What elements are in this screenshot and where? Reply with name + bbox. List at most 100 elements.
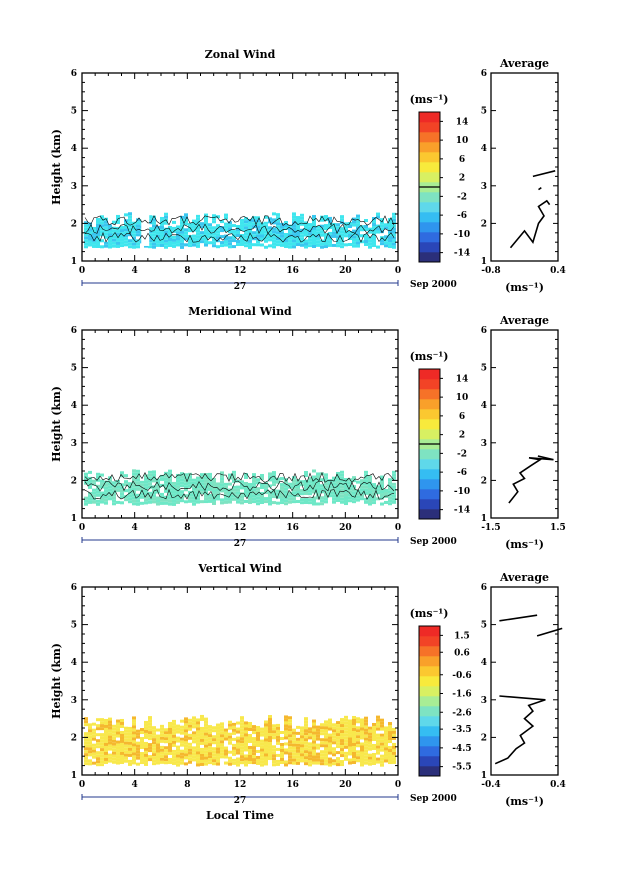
heatmap-cell	[172, 743, 176, 747]
heatmap-cell	[148, 479, 152, 483]
heatmap-cell	[308, 730, 312, 734]
heatmap-cell	[164, 236, 168, 240]
heatmap-cell	[124, 741, 128, 745]
heatmap-cell	[348, 728, 352, 732]
heatmap-cell	[252, 752, 256, 756]
heatmap-cell	[364, 482, 368, 486]
y-axis-label: Height (km)	[50, 129, 63, 205]
heatmap-cell	[176, 763, 180, 767]
heatmap-cell	[268, 499, 272, 503]
average-x-tick-label: -1.5	[481, 523, 500, 533]
heatmap-cell	[304, 759, 308, 763]
heatmap-cell	[84, 738, 88, 742]
heatmap-cell	[84, 750, 88, 754]
heatmap-cell	[184, 500, 188, 504]
heatmap-cell	[188, 721, 192, 725]
heatmap-cell	[88, 726, 92, 730]
heatmap-cell	[180, 239, 184, 243]
heatmap-cell	[124, 756, 128, 760]
heatmap-cell	[348, 719, 352, 723]
heatmap-cell	[168, 493, 172, 497]
heatmap-cell	[212, 492, 216, 496]
heatmap-cell	[288, 737, 292, 741]
heatmap-cell	[364, 470, 368, 474]
heatmap-cell	[184, 735, 188, 739]
heatmap-cell	[164, 752, 168, 756]
heatmap-cell	[340, 230, 344, 234]
heatmap-cell	[216, 738, 220, 742]
heatmap-cell	[184, 750, 188, 754]
heatmap-cell	[220, 220, 224, 224]
heatmap-cell	[88, 723, 92, 727]
average-x-tick-label: 1.5	[550, 523, 566, 533]
colorbar-segment	[419, 676, 440, 687]
heatmap-cell	[336, 733, 340, 737]
heatmap-cell	[348, 758, 352, 762]
contour-line	[84, 488, 395, 501]
heatmap-cell	[356, 238, 360, 242]
colorbar-segment	[419, 459, 440, 470]
heatmap-cell	[284, 232, 288, 236]
heatmap-cell	[244, 730, 248, 734]
heatmap-cell	[392, 745, 396, 749]
heatmap-cell	[328, 485, 332, 489]
heatmap-cell	[356, 235, 360, 239]
heatmap-cell	[100, 739, 104, 743]
heatmap-cell	[392, 230, 396, 234]
heatmap-cell	[308, 244, 312, 248]
heatmap-cell	[212, 489, 216, 493]
heatmap-cell	[364, 479, 368, 483]
heatmap-cell	[160, 498, 164, 502]
heatmap-cell	[136, 732, 140, 736]
heatmap-cell	[108, 488, 112, 492]
heatmap-cell	[324, 239, 328, 243]
heatmap-cell	[336, 232, 340, 236]
heatmap-cell	[380, 493, 384, 497]
heatmap-cell	[260, 497, 264, 501]
heatmap-cell	[84, 741, 88, 745]
heatmap-cell	[236, 736, 240, 740]
heatmap-cell	[352, 220, 356, 224]
heatmap-cell	[192, 496, 196, 500]
colorbar-segment	[419, 162, 440, 173]
heatmap-cell	[176, 748, 180, 752]
heatmap-cell	[224, 240, 228, 244]
heatmap-cell	[208, 734, 212, 738]
heatmap-cell	[204, 219, 208, 223]
colorbar-segment	[419, 232, 440, 243]
heatmap-cell	[284, 493, 288, 497]
heatmap-cell	[176, 225, 180, 229]
heatmap-cell	[344, 496, 348, 500]
heatmap-cell	[324, 720, 328, 724]
heatmap-cell	[108, 491, 112, 495]
heatmap-cell	[104, 489, 108, 493]
heatmap-cell	[116, 752, 120, 756]
heatmap-cell	[84, 744, 88, 748]
heatmap-cell	[116, 734, 120, 738]
heatmap-cell	[204, 738, 208, 742]
heatmap-cell	[112, 736, 116, 740]
x-tick-label: 12	[234, 780, 247, 790]
heatmap-cell	[376, 212, 380, 216]
heatmap-cell	[280, 751, 284, 755]
heatmap-cell	[308, 763, 312, 767]
heatmap-cell	[132, 484, 136, 488]
heatmap-cell	[216, 227, 220, 231]
heatmap-cell	[148, 470, 152, 474]
heatmap-cell	[132, 242, 136, 246]
heatmap-cell	[264, 753, 268, 757]
heatmap-cell	[128, 497, 132, 501]
heatmap-cell	[216, 488, 220, 492]
heatmap-cell	[156, 496, 160, 500]
heatmap-cell	[340, 751, 344, 755]
heatmap-cell	[300, 228, 304, 232]
x-axis-label: Local Time	[206, 809, 274, 822]
heatmap-cell	[96, 475, 100, 479]
colorbar-segment	[419, 469, 440, 480]
heatmap-cell	[204, 234, 208, 238]
heatmap-cell	[128, 762, 132, 766]
heatmap-cell	[120, 495, 124, 499]
heatmap-cell	[376, 715, 380, 719]
heatmap-cell	[216, 729, 220, 733]
